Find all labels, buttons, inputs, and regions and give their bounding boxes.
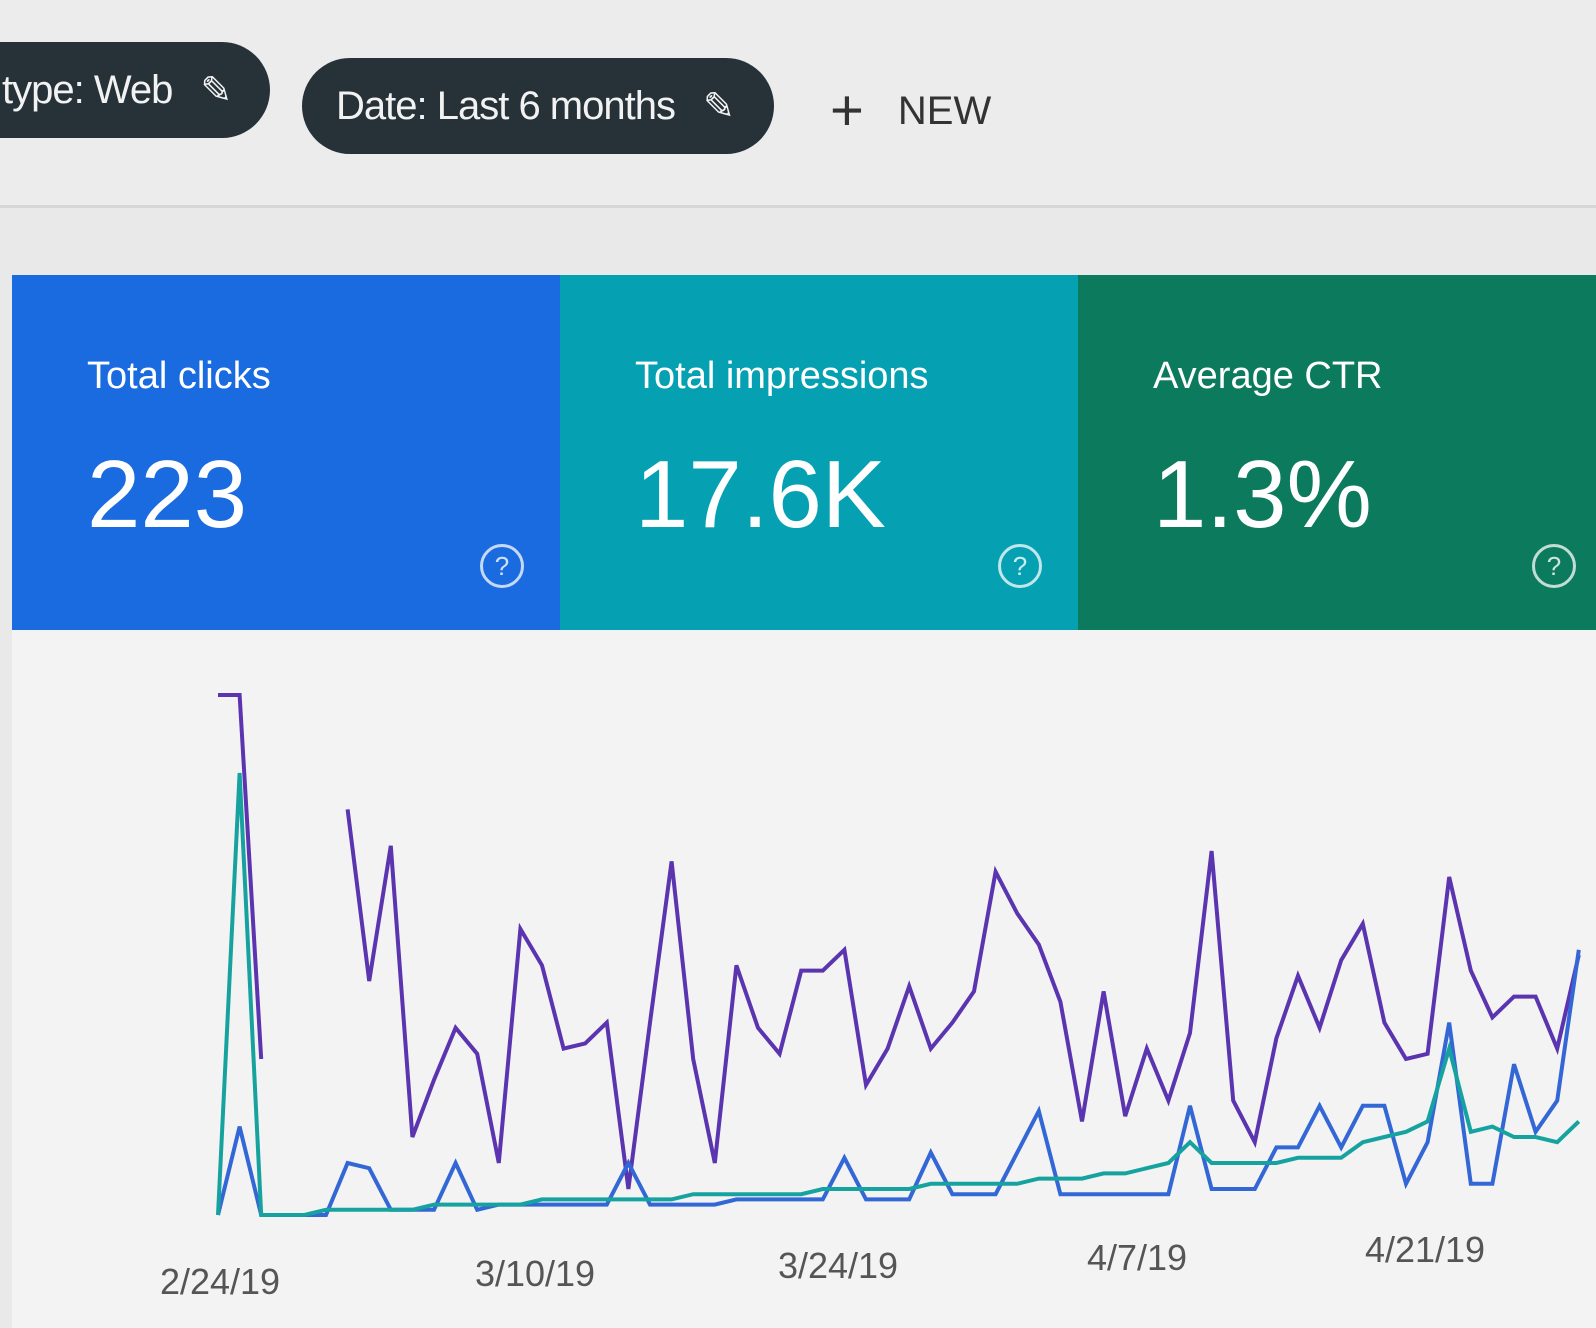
card-label: Average CTR (1153, 355, 1383, 397)
card-value: 223 (87, 441, 248, 548)
ctr-line (216, 772, 1581, 1217)
pencil-icon[interactable]: ✎ (702, 85, 735, 128)
performance-chart: 2/24/19 3/10/19 3/24/19 4/7/19 4/21/19 (12, 630, 1596, 1328)
clicks-line (216, 949, 1581, 1217)
pencil-icon[interactable]: ✎ (200, 69, 232, 112)
new-button-label: NEW (897, 88, 992, 133)
x-tick-label: 3/10/19 (475, 1253, 595, 1294)
plus-icon: + (830, 78, 864, 143)
help-icon[interactable]: ? (998, 544, 1042, 588)
total-clicks-card[interactable]: Total clicks 223 ? (12, 275, 560, 630)
help-icon[interactable]: ? (1532, 544, 1576, 588)
impressions-line (218, 693, 264, 1060)
average-ctr-card[interactable]: Average CTR 1.3% ? (1078, 275, 1596, 630)
line-chart: 2/24/19 3/10/19 3/24/19 4/7/19 4/21/19 (160, 693, 1581, 1302)
impressions-line (345, 809, 1581, 1190)
metric-cards: Total clicks 223 ? Total impressions 17.… (12, 275, 1596, 630)
card-value: 17.6K (635, 441, 886, 548)
search-type-filter-chip[interactable]: type: Web ✎ (0, 42, 270, 138)
date-filter-chip[interactable]: Date: Last 6 months ✎ (302, 58, 774, 154)
total-impressions-card[interactable]: Total impressions 17.6K ? (560, 275, 1078, 630)
x-tick-label: 4/7/19 (1087, 1237, 1187, 1278)
x-tick-label: 4/21/19 (1365, 1229, 1485, 1270)
new-filter-button[interactable]: + NEW (830, 82, 991, 140)
filter-label: type: Web (2, 67, 173, 112)
help-icon[interactable]: ? (480, 544, 524, 588)
card-label: Total clicks (87, 355, 271, 397)
filter-bar: type: Web ✎ Date: Last 6 months ✎ + NEW (0, 0, 1596, 208)
filter-label: Date: Last 6 months (336, 83, 676, 128)
card-value: 1.3% (1153, 441, 1372, 548)
card-label: Total impressions (635, 355, 929, 397)
x-tick-label: 2/24/19 (160, 1261, 280, 1302)
x-tick-label: 3/24/19 (778, 1245, 898, 1286)
